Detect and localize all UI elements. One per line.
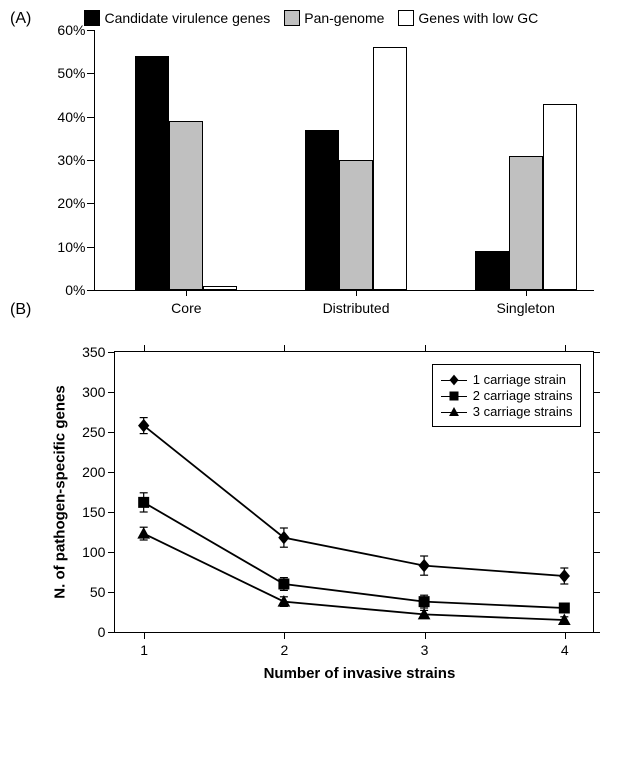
y-tick-label: 100	[82, 544, 115, 560]
chart-b: N. of pathogen-specific genes 1 carriage…	[44, 351, 604, 682]
bar	[169, 121, 203, 290]
chart-a-legend: Candidate virulence genes Pan-genome Genes…	[84, 10, 604, 26]
bar-group: Core	[135, 56, 237, 290]
panel-a-label: (A)	[10, 10, 40, 28]
bar-group: Singleton	[475, 104, 577, 290]
panel-b-label: (B)	[10, 301, 40, 319]
y-tick-label: 200	[82, 464, 115, 480]
y-tick-label: 0%	[65, 282, 95, 298]
x-tick-label: 1	[140, 632, 148, 658]
bar	[305, 130, 339, 290]
bar	[135, 56, 169, 290]
legend-swatch	[284, 10, 300, 26]
chart-a-plot: 0%10%20%30%40%50%60%CoreDistributedSingl…	[94, 30, 594, 291]
bar	[339, 160, 373, 290]
legend-swatch	[398, 10, 414, 26]
bar	[475, 251, 509, 290]
x-tick-label: 4	[561, 632, 569, 658]
y-tick-label: 350	[82, 344, 115, 360]
y-tick-label: 40%	[57, 109, 95, 125]
y-tick-label: 300	[82, 384, 115, 400]
legend-label: 1 carriage strain	[473, 372, 566, 387]
x-tick-label: 3	[421, 632, 429, 658]
y-tick-label: 250	[82, 424, 115, 440]
chart-b-ylabel: N. of pathogen-specific genes	[52, 385, 69, 598]
legend-label: 2 carriage strains	[473, 388, 573, 403]
y-tick-label: 30%	[57, 152, 95, 168]
legend-label: 3 carriage strains	[473, 404, 573, 419]
legend-row: 2 carriage strains	[441, 388, 573, 403]
y-tick-label: 150	[82, 504, 115, 520]
legend-label: Genes with low GC	[418, 10, 538, 26]
legend-label: Pan-genome	[304, 10, 384, 26]
y-tick-label: 50%	[57, 65, 95, 81]
y-tick-label: 20%	[57, 195, 95, 211]
bar	[373, 47, 407, 290]
y-tick-label: 10%	[57, 239, 95, 255]
bar-group: Distributed	[305, 47, 407, 290]
chart-b-xlabel: Number of invasive strains	[114, 665, 604, 682]
x-tick-label: 2	[280, 632, 288, 658]
chart-b-plot: N. of pathogen-specific genes 1 carriage…	[114, 351, 594, 633]
y-tick-label: 60%	[57, 22, 95, 38]
chart-a: Candidate virulence genes Pan-genome Genes…	[44, 10, 604, 291]
legend-row: 1 carriage strain	[441, 372, 573, 387]
chart-b-legend: 1 carriage strain2 carriage strains3 car…	[432, 364, 582, 427]
legend-row: 3 carriage strains	[441, 404, 573, 419]
y-tick-label: 50	[90, 584, 116, 600]
y-tick-label: 0	[98, 624, 116, 640]
bar	[543, 104, 577, 290]
legend-label: Candidate virulence genes	[104, 10, 270, 26]
bar	[509, 156, 543, 290]
